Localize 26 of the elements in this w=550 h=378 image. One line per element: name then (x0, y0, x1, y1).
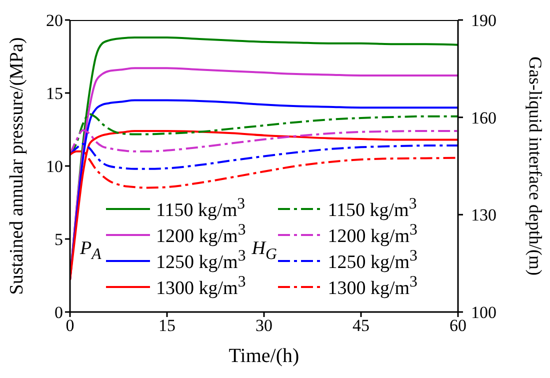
annotation: P$_{A}$ (80, 238, 102, 263)
x-tick-label: 15 (158, 316, 176, 336)
legend-label: 1300 kg/m$^{3}$ (328, 274, 418, 300)
legend-label: 1250 kg/m$^{3}$ (328, 248, 418, 274)
y-tick-label: 0 (54, 303, 63, 322)
legend-label: 1150 kg/m$^{3}$ (156, 196, 246, 222)
x-axis-title: Time/(h) (228, 345, 300, 367)
annotation: H$_{G}$ (252, 238, 277, 263)
y-tick-label: 20 (46, 11, 63, 30)
y-tick-label: 10 (46, 157, 63, 176)
legend-label: 1300 kg/m$^{3}$ (156, 274, 246, 300)
x-tick-label: 30 (256, 316, 272, 336)
x-tick-label: 60 (450, 316, 466, 336)
y2-tick-label: 190 (471, 11, 496, 30)
legend-label: 1150 kg/m$^{3}$ (328, 196, 417, 222)
y-tick-label: 15 (46, 84, 63, 104)
y-axis-title: Sustained annular pressure/(MPa) (6, 37, 28, 295)
legend-label: 1200 kg/m$^{3}$ (328, 222, 418, 248)
y-tick-label: 5 (54, 230, 63, 250)
y2-tick-label: 130 (471, 206, 496, 225)
legend-label: 1250 kg/m$^{3}$ (156, 248, 246, 274)
y2-tick-label: 160 (471, 108, 496, 128)
y2-axis-title: Gas-liquid interface depth/(m) (526, 56, 546, 276)
legend-label: 1200 kg/m$^{3}$ (156, 222, 246, 248)
x-tick-label: 45 (352, 316, 370, 336)
y2-tick-label: 100 (471, 303, 496, 322)
